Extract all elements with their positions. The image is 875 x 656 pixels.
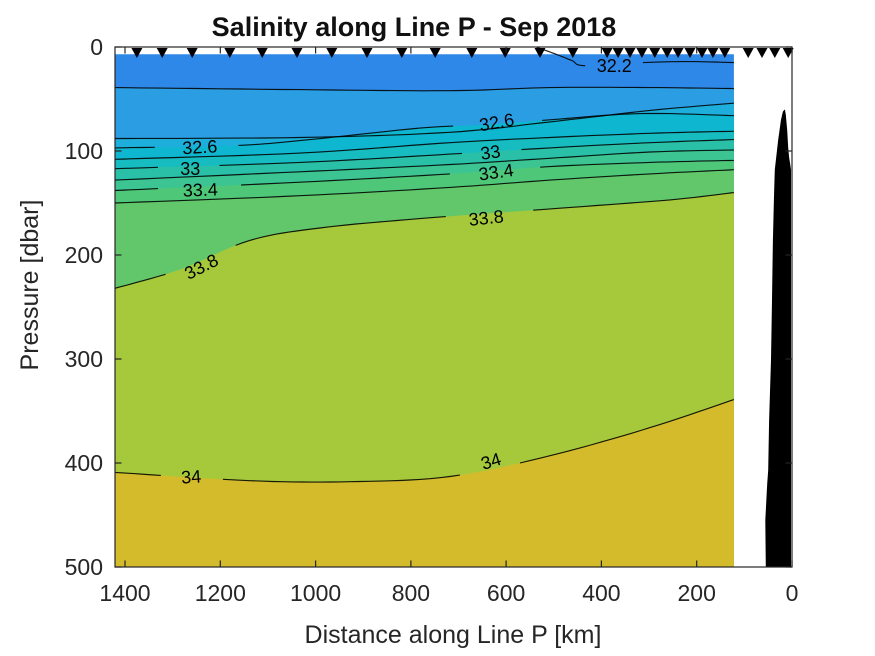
station-marker (672, 48, 684, 58)
x-axis-label: Distance along Line P [km] (305, 621, 602, 649)
station-marker (466, 48, 478, 58)
contour-line (115, 102, 734, 140)
station-markers (131, 48, 794, 58)
station-marker (636, 48, 648, 58)
axes-box-and-ticks (114, 46, 793, 568)
y-tick-label: 0 (90, 34, 103, 60)
station-marker (429, 48, 441, 58)
y-axis-label: Pressure [dbar] (16, 200, 44, 371)
y-tick-label: 100 (65, 138, 103, 164)
station-marker (612, 48, 624, 58)
contour-label: 34 (181, 466, 202, 487)
y-tick-label: 300 (65, 346, 103, 372)
chart-title: Salinity along Line P - Sep 2018 (212, 12, 617, 42)
station-marker (396, 48, 408, 58)
station-marker (661, 48, 673, 58)
station-marker (782, 48, 794, 58)
contour-line (114, 130, 734, 160)
station-marker (326, 48, 338, 58)
band-fill (115, 399, 734, 567)
contour-label: 32.6 (182, 136, 218, 158)
contour-label: 32.2 (597, 56, 632, 76)
contour-line (114, 112, 734, 149)
station-marker (499, 48, 511, 58)
x-tick-label: 600 (487, 580, 525, 606)
x-tick-label: 0 (786, 580, 799, 606)
y-tick-label: 200 (65, 242, 103, 268)
y-tick-label: 400 (65, 450, 103, 476)
contour-line (114, 192, 734, 289)
station-marker (224, 48, 236, 58)
tick-labels: 1400 1200 1000 800 600 400 200 0 0 100 200 300 400 50… (65, 34, 799, 606)
axes-box (114, 46, 793, 568)
contour-label: 33.4 (182, 179, 218, 200)
contour-line (114, 169, 734, 204)
station-marker (684, 48, 696, 58)
contour-line (114, 159, 734, 192)
station-marker (156, 48, 168, 58)
contour-label: 33.4 (477, 160, 514, 185)
contour-label: 33 (180, 159, 200, 179)
station-marker (131, 48, 143, 58)
x-tick-label: 1000 (290, 580, 341, 606)
station-marker (601, 48, 613, 58)
station-marker (742, 48, 754, 58)
contour-lines (114, 46, 735, 483)
station-marker (624, 48, 636, 58)
station-marker (719, 48, 731, 58)
x-tick-label: 1200 (195, 580, 246, 606)
contour-fill-bands (115, 54, 734, 568)
y-tick-label: 500 (65, 554, 103, 580)
contour-line (536, 46, 734, 67)
x-tick-label: 800 (392, 580, 430, 606)
station-marker (769, 48, 781, 58)
station-marker (567, 48, 579, 58)
bathymetry-land-mask (765, 109, 791, 568)
x-tick-label: 400 (582, 580, 620, 606)
contour-line (114, 399, 735, 483)
contour-line (114, 149, 734, 181)
contour-line (114, 86, 734, 92)
contour-label: 33.8 (468, 206, 505, 230)
station-marker (649, 48, 661, 58)
station-marker (707, 48, 719, 58)
contour-label: 33 (479, 141, 502, 164)
x-tick-label: 200 (678, 580, 716, 606)
station-marker (756, 48, 768, 58)
x-tick-label: 1400 (99, 580, 150, 606)
station-marker (291, 48, 303, 58)
station-marker (534, 48, 546, 58)
land-silhouette (765, 109, 791, 568)
station-marker (256, 48, 268, 58)
contour-line (114, 139, 734, 170)
station-marker (696, 48, 708, 58)
station-marker (186, 48, 198, 58)
station-marker (361, 48, 373, 58)
